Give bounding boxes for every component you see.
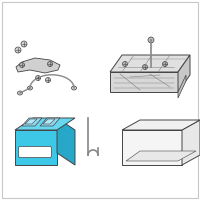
Circle shape (148, 37, 154, 43)
Polygon shape (122, 120, 200, 130)
Polygon shape (122, 130, 182, 165)
Polygon shape (40, 118, 60, 126)
Ellipse shape (28, 86, 32, 90)
Ellipse shape (72, 86, 76, 90)
Polygon shape (182, 120, 200, 165)
Circle shape (122, 62, 128, 66)
Polygon shape (22, 118, 42, 126)
Polygon shape (126, 151, 196, 161)
Polygon shape (110, 72, 178, 92)
Circle shape (36, 75, 40, 80)
Polygon shape (43, 119, 55, 124)
Circle shape (15, 47, 21, 53)
Circle shape (21, 41, 27, 47)
Circle shape (48, 62, 52, 66)
Polygon shape (110, 55, 190, 72)
Circle shape (46, 77, 50, 82)
Circle shape (142, 64, 148, 70)
Polygon shape (178, 75, 186, 98)
Polygon shape (15, 118, 75, 130)
Ellipse shape (18, 91, 22, 95)
Circle shape (162, 62, 168, 66)
Polygon shape (178, 55, 190, 92)
Circle shape (20, 62, 24, 68)
Polygon shape (57, 118, 75, 165)
Polygon shape (15, 130, 57, 165)
Polygon shape (25, 119, 37, 124)
FancyBboxPatch shape (18, 146, 52, 158)
Polygon shape (16, 58, 60, 73)
